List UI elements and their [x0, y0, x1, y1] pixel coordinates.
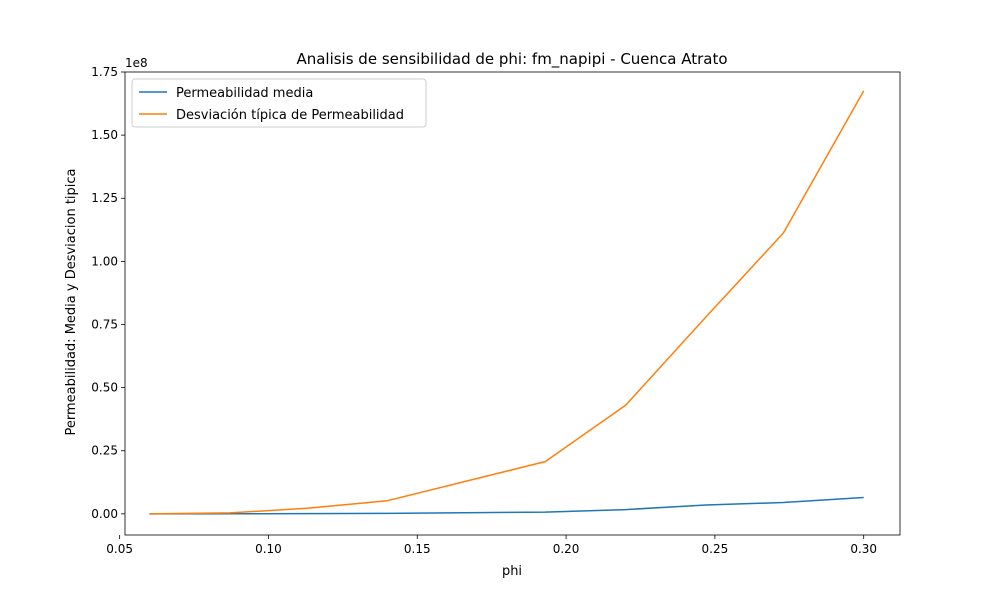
y-axis-label: Permeabilidad: Media y Desviacion tipica	[64, 168, 79, 435]
legend-label-1: Permeabilidad media	[176, 86, 313, 101]
y-tick-label: 1.25	[91, 191, 118, 205]
y-tick-label: 1.50	[91, 128, 118, 142]
axes-frame	[124, 71, 901, 536]
y-tick-label: 0.25	[91, 444, 118, 458]
y-tick-label: 0.00	[91, 507, 118, 521]
series-line-1	[149, 496, 864, 515]
x-axis-label: phi	[502, 564, 522, 579]
y-offset-label: 1e8	[125, 56, 148, 70]
y-tick-label: 0.50	[91, 381, 118, 395]
plot-area: 0.05 0.10 0.15 0.20 0.25 0.30 0.00 0.25 0.50 0.75…	[91, 65, 901, 556]
y-tick-label: 1.00	[91, 254, 118, 268]
x-tick-label: 0.15	[404, 542, 431, 556]
y-tick-label: 0.75	[91, 317, 118, 331]
x-tick-label: 0.10	[255, 542, 282, 556]
y-tick-label: 1.75	[91, 65, 118, 79]
chart-title: Analisis de sensibilidad de phi: fm_napi…	[296, 50, 727, 69]
legend-label-2: Desviación típica de Permeabilidad	[176, 108, 404, 123]
legend-box	[131, 78, 427, 128]
series-line-2	[149, 90, 865, 515]
x-tick-label: 0.25	[702, 542, 729, 556]
x-tick-label: 0.20	[553, 542, 580, 556]
x-tick-label: 0.05	[106, 542, 133, 556]
x-tick-label: 0.30	[850, 542, 877, 556]
